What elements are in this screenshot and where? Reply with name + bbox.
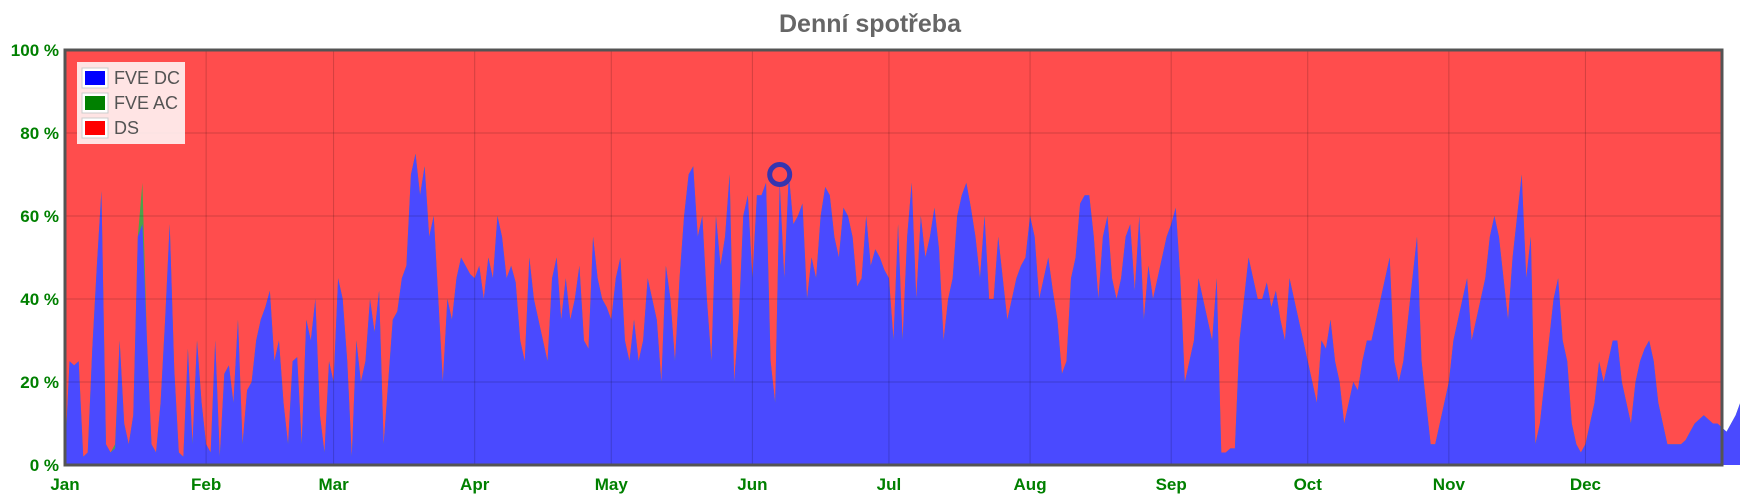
series-fve-dc-area [65, 153, 1740, 465]
x-tick-label: Dec [1570, 475, 1601, 494]
y-tick-label: 80 % [20, 124, 59, 143]
x-tick-label: Feb [191, 475, 221, 494]
legend-label: DS [114, 118, 139, 138]
legend-swatch [85, 71, 105, 85]
legend-label: FVE DC [114, 68, 180, 88]
chart-title: Denní spotřeba [779, 10, 961, 38]
x-tick-label: Oct [1294, 475, 1323, 494]
x-tick-label: May [595, 475, 629, 494]
plot-frame [63, 48, 1724, 467]
x-tick-label: Aug [1014, 475, 1047, 494]
y-tick-label: 40 % [20, 290, 59, 309]
x-tick-label: Jan [50, 475, 79, 494]
x-tick-label: Apr [460, 475, 490, 494]
x-tick-label: Jun [737, 475, 767, 494]
legend-swatch [85, 121, 105, 135]
y-tick-label: 0 % [30, 456, 59, 475]
x-tick-label: Sep [1156, 475, 1187, 494]
x-tick-label: Nov [1433, 475, 1466, 494]
y-tick-label: 100 % [11, 41, 59, 60]
highlight-marker [767, 162, 793, 187]
x-tick-label: Jul [877, 475, 902, 494]
y-tick-label: 60 % [20, 207, 59, 226]
legend-swatch [85, 96, 105, 110]
y-tick-label: 20 % [20, 373, 59, 392]
x-tick-label: Mar [318, 475, 349, 494]
legend-label: FVE AC [114, 93, 178, 113]
